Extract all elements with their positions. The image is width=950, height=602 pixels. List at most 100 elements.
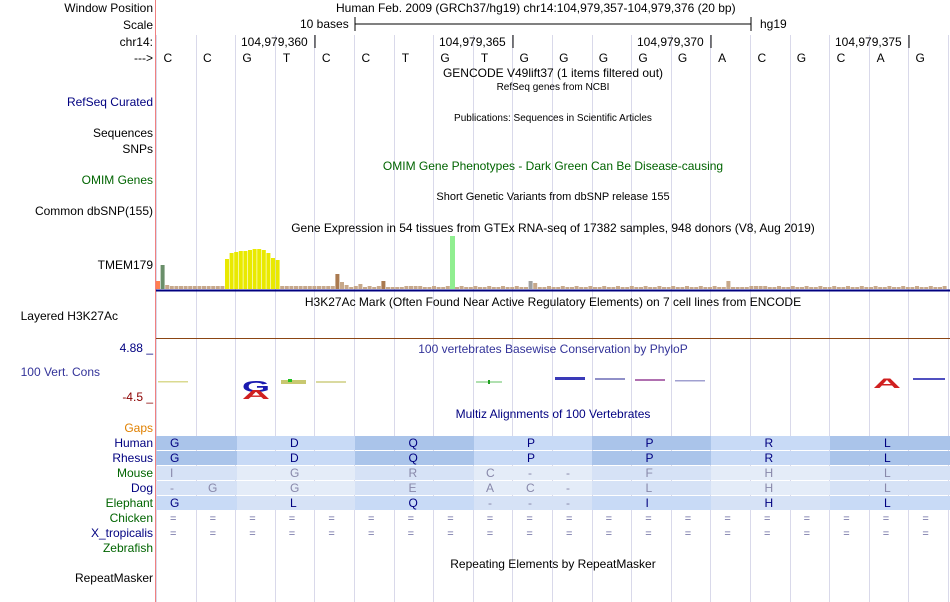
gtex-bar[interactable] — [271, 258, 275, 289]
gtex-bar[interactable] — [666, 287, 671, 289]
gtex-bar[interactable] — [726, 281, 731, 289]
gtex-bar[interactable] — [427, 287, 432, 289]
common-dbsnp-label[interactable]: Common dbSNP(155) — [34, 204, 153, 218]
gtex-bar[interactable] — [432, 286, 436, 289]
gaps-label[interactable]: Gaps — [124, 421, 153, 435]
gtex-bar[interactable] — [211, 286, 216, 289]
gtex-bar[interactable] — [298, 286, 303, 289]
gtex-bar[interactable] — [781, 287, 786, 289]
species-dog-label[interactable]: Dog — [130, 481, 153, 495]
gtex-bar[interactable] — [625, 287, 630, 289]
gtex-bar[interactable] — [698, 286, 703, 289]
gtex-bar[interactable] — [413, 286, 418, 289]
gtex-bar[interactable] — [409, 286, 413, 289]
snps-label[interactable]: SNPs — [122, 142, 153, 156]
gtex-bar[interactable] — [634, 287, 639, 289]
gtex-bar[interactable] — [174, 286, 179, 289]
gtex-bar[interactable] — [712, 286, 717, 289]
gtex-bar[interactable] — [813, 287, 818, 289]
gtex-bar[interactable] — [367, 286, 372, 289]
gtex-bar[interactable] — [841, 287, 846, 289]
gtex-bar[interactable] — [892, 287, 896, 289]
gtex-bar[interactable] — [864, 287, 869, 289]
gtex-bar[interactable] — [501, 286, 505, 289]
gtex-bar[interactable] — [275, 260, 280, 289]
tmem179-label[interactable]: TMEM179 — [97, 258, 153, 272]
gtex-bar[interactable] — [556, 287, 561, 289]
gtex-bar[interactable] — [767, 287, 772, 289]
gtex-bar[interactable] — [744, 287, 749, 289]
gtex-bar[interactable] — [206, 286, 211, 289]
gtex-bar[interactable] — [836, 287, 841, 289]
gtex-bar[interactable] — [800, 287, 804, 289]
gtex-bar[interactable] — [772, 287, 777, 289]
gtex-bar[interactable] — [721, 287, 726, 289]
gtex-bar[interactable] — [905, 287, 910, 289]
gtex-bar[interactable] — [404, 286, 409, 289]
gtex-bar[interactable] — [882, 287, 887, 289]
gtex-bar[interactable] — [593, 287, 597, 289]
gtex-bar[interactable] — [468, 287, 473, 289]
gtex-bar[interactable] — [823, 287, 827, 289]
gtex-bar[interactable] — [321, 286, 326, 289]
species-chicken-label[interactable]: Chicken — [109, 511, 153, 525]
gtex-bar[interactable] — [924, 287, 929, 289]
gtex-bar[interactable] — [602, 286, 607, 289]
gtex-bar[interactable] — [795, 287, 800, 289]
gtex-bar[interactable] — [197, 286, 202, 289]
gtex-bar[interactable] — [303, 286, 308, 289]
gtex-bar[interactable] — [689, 287, 694, 289]
gtex-bar[interactable] — [942, 286, 947, 289]
gtex-bar[interactable] — [399, 287, 404, 289]
gtex-bar[interactable] — [639, 287, 643, 289]
gtex-bar[interactable] — [565, 287, 570, 289]
gtex-bar[interactable] — [363, 287, 367, 289]
gtex-bar[interactable] — [901, 286, 906, 289]
gtex-bar[interactable] — [827, 287, 832, 289]
gtex-bar[interactable] — [202, 286, 206, 289]
gtex-bar[interactable] — [896, 287, 901, 289]
gtex-bar[interactable] — [478, 287, 482, 289]
gtex-bar[interactable] — [418, 286, 423, 289]
gtex-bar[interactable] — [349, 287, 354, 289]
gtex-bar[interactable] — [859, 286, 864, 289]
gtex-bar[interactable] — [648, 287, 653, 289]
species-human-label[interactable]: Human — [114, 436, 153, 450]
gtex-bar[interactable] — [165, 285, 170, 289]
gtex-bar[interactable] — [616, 286, 620, 289]
gtex-bar[interactable] — [754, 286, 758, 289]
publications-track-title[interactable]: Publications: Sequences in Scientific Ar… — [454, 113, 652, 124]
gtex-bar[interactable] — [183, 286, 188, 289]
gtex-bar[interactable] — [910, 287, 915, 289]
gtex-bar[interactable] — [386, 287, 390, 289]
gtex-bar[interactable] — [514, 286, 519, 289]
gtex-bar[interactable] — [395, 287, 400, 289]
gtex-bar[interactable] — [735, 287, 740, 289]
gtex-bar[interactable] — [487, 286, 492, 289]
multiz-alignment[interactable]: G D Q P P R LG D Q P P R LI G R F H LG E L H LG L Q I H LC - -- G A C --… — [156, 436, 950, 540]
gtex-bar[interactable] — [588, 286, 593, 289]
gtex-bar[interactable] — [749, 286, 754, 289]
vert-cons-label[interactable]: 100 Vert. Cons — [20, 365, 100, 379]
gtex-bar[interactable] — [482, 287, 487, 289]
gtex-bar[interactable] — [878, 287, 883, 289]
repeatmasker-track-title[interactable]: Repeating Elements by RepeatMasker — [450, 557, 656, 571]
gtex-bar[interactable] — [662, 287, 666, 289]
refseq-curated-label[interactable]: RefSeq Curated — [66, 95, 153, 109]
gtex-bar[interactable] — [933, 287, 938, 289]
gtex-bar[interactable] — [335, 274, 340, 289]
gtex-bar[interactable] — [758, 286, 763, 289]
gtex-bar[interactable] — [376, 286, 381, 289]
gtex-bar[interactable] — [887, 286, 892, 289]
gtex-bar[interactable] — [850, 287, 855, 289]
sequences-label[interactable]: Sequences — [92, 126, 153, 140]
gtex-bar[interactable] — [652, 287, 657, 289]
repeatmasker-label[interactable]: RepeatMasker — [74, 571, 153, 585]
gtex-bar[interactable] — [818, 286, 823, 289]
layered-h3k27ac-label[interactable]: Layered H3K27Ac — [20, 309, 118, 323]
gtex-bar[interactable] — [330, 286, 335, 289]
gtex-bar[interactable] — [238, 251, 243, 289]
gtex-bar[interactable] — [248, 250, 252, 289]
gtex-bar[interactable] — [317, 286, 321, 289]
